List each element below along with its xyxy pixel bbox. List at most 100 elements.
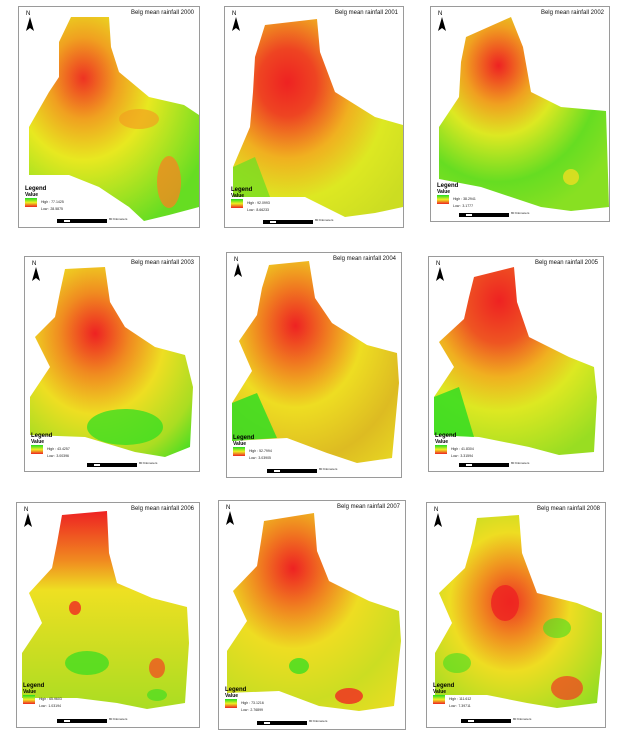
legend-title: Legend [231,187,253,193]
scale-unit: 80 Kilometers [511,461,530,465]
map-title: Belg mean rainfall 2002 [540,10,604,16]
legend-low: Low : 3.03905 [249,456,271,460]
color-ramp [233,447,245,456]
map-panel-2000: Belg mean rainfall 2000 N Legend Value H… [18,6,200,228]
map-title: Belg mean rainfall 2005 [534,260,598,266]
legend-low: Low : 2.76899 [241,708,263,712]
value-label: Value [23,689,37,695]
value-label: Value [231,193,245,199]
north-arrow-icon: N [231,11,241,33]
map-panel-2008: Belg mean rainfall 2008 N Legend Value H… [426,502,606,728]
value-label: Value [25,192,39,198]
legend-low: Low : 3.1777 [453,204,474,208]
value-label: Value [31,439,45,445]
north-arrow-icon: N [31,261,41,283]
value-label: Value [435,439,449,445]
legend: Legend Value High : 77.1425 Low : 28.587… [25,186,64,211]
value-label: Value [433,689,447,695]
scale-bar [257,721,307,725]
legend-title: Legend [437,183,459,189]
map-title: Belg mean rainfall 2004 [332,256,396,262]
legend-low: Low : 7.39711 [449,704,471,708]
scale-unit: 80 Kilometers [109,217,128,221]
color-ramp [231,199,243,208]
legend: Legend Value High : 38.2941 Low : 3.1777 [437,183,476,208]
legend-high: High : 73.1216 [241,701,264,705]
map-title: Belg mean rainfall 2008 [536,506,600,512]
legend-title: Legend [23,683,45,689]
rainfall-map-2008 [435,515,602,708]
legend-high: High : 43.4257 [47,447,70,451]
rainfall-map-2005 [434,267,597,455]
map-title: Belg mean rainfall 2001 [334,10,398,16]
rainfall-map-2004 [232,261,399,463]
rainfall-map-2002 [439,17,609,211]
legend-high: High : 38.2941 [453,197,476,201]
rainfall-map-2000 [29,17,199,221]
legend-title: Legend [433,683,455,689]
value-label: Value [225,693,239,699]
scale-unit: 80 Kilometers [513,717,532,721]
legend-low: Low : 3.00396 [47,454,69,458]
rainfall-map-2003 [30,267,193,457]
scale-bar [87,463,137,467]
rainfall-map-2006 [22,511,189,709]
scale-bar [459,213,509,217]
legend-high: High : 41.8304 [451,447,474,451]
legend-high: High : 92.0993 [247,201,270,205]
scale-bar [263,220,313,224]
scale-bar [57,719,107,723]
north-arrow-icon: N [437,11,447,33]
legend-title: Legend [225,687,247,693]
map-title: Belg mean rainfall 2000 [130,10,194,16]
legend-title: Legend [25,186,47,192]
scale-bar [459,463,509,467]
scale-unit: 80 Kilometers [139,461,158,465]
north-arrow-icon: N [23,507,33,529]
color-ramp [225,699,237,708]
north-arrow-icon: N [225,505,235,527]
legend: Legend Value High : 111.612 Low : 7.3971… [433,683,471,708]
rainfall-map-2007 [227,513,401,711]
scale-bar [461,719,511,723]
legend-low: Low : 28.5875 [41,207,63,211]
legend-title: Legend [31,433,53,439]
legend-high: High : 52.7994 [249,449,272,453]
legend: Legend Value High : 92.0993 Low : 8.6623… [231,187,270,212]
color-ramp [433,695,445,704]
map-title: Belg mean rainfall 2007 [336,504,400,510]
color-ramp [25,198,37,207]
scale-unit: 80 Kilometers [511,211,530,215]
value-label: Value [233,441,247,447]
legend-high: High : 77.1425 [41,200,64,204]
legend: Legend Value High : 52.7994 Low : 3.0390… [233,435,272,460]
color-ramp [31,445,43,454]
scale-unit: 80 Kilometers [109,717,128,721]
map-panel-2002: Belg mean rainfall 2002 N Legend Value H… [430,6,610,222]
map-panel-2003: Belg mean rainfall 2003 N Legend Value H… [24,256,200,472]
legend-low: Low : 8.66233 [247,208,269,212]
scale-unit: 80 Kilometers [309,719,328,723]
legend-high: High : 111.612 [449,697,472,701]
north-arrow-icon: N [433,507,443,529]
color-ramp [437,195,449,204]
legend-title: Legend [233,435,255,441]
map-title: Belg mean rainfall 2006 [130,506,194,512]
map-panel-2004: Belg mean rainfall 2004 N Legend Value H… [226,252,402,478]
legend: Legend Value High : 43.4257 Low : 3.0039… [31,433,70,458]
map-panel-2005: Belg mean rainfall 2005 N Legend Value H… [428,256,604,472]
legend: Legend Value High : 65.9603 Low : 1.0319… [23,683,62,708]
legend-low: Low : 3.31594 [451,454,473,458]
scale-unit: 80 Kilometers [315,218,334,222]
color-ramp [435,445,447,454]
scale-bar [267,469,317,473]
scale-unit: 80 Kilometers [319,467,338,471]
legend: Legend Value High : 41.8304 Low : 3.3159… [435,433,474,458]
legend-high: High : 65.9603 [39,697,62,701]
north-arrow-icon: N [25,11,35,33]
legend-title: Legend [435,433,457,439]
map-panel-2001: Belg mean rainfall 2001 N Legend Value H… [224,6,404,228]
color-ramp [23,695,35,704]
map-panel-2007: Belg mean rainfall 2007 N Legend Value H… [218,500,406,730]
map-title: Belg mean rainfall 2003 [130,260,194,266]
